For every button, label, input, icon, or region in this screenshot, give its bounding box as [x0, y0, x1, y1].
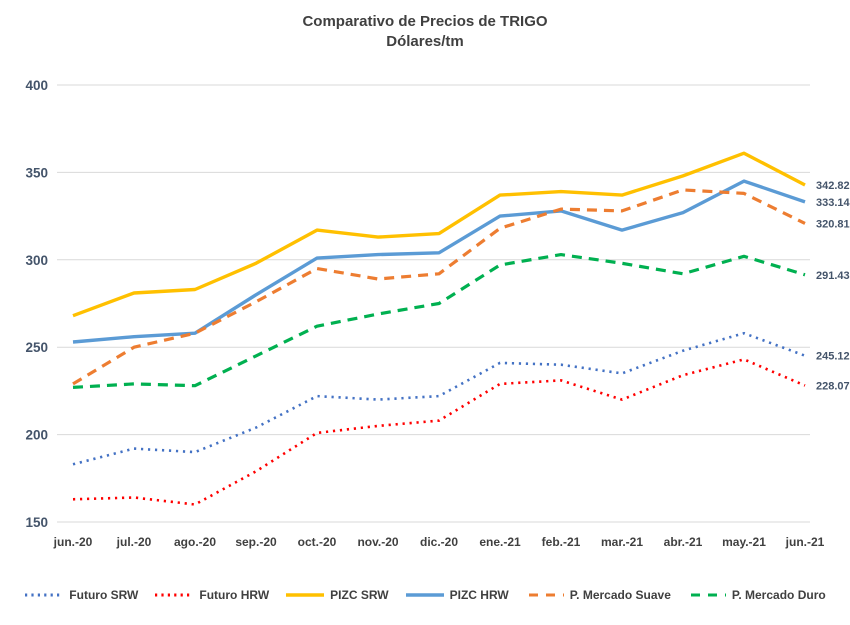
end-value-label: 291.43: [816, 270, 850, 282]
series-line-futuro-hrw: [72, 358, 806, 506]
legend-label: P. Mercado Duro: [731, 588, 826, 602]
y-tick-label: 150: [25, 515, 48, 530]
legend-label: Futuro SRW: [69, 588, 139, 602]
y-tick-label: 200: [25, 428, 48, 443]
dotted-line-sample-icon: [155, 593, 194, 597]
legend-item-futuro-hrw[interactable]: Futuro HRW: [154, 588, 269, 602]
legend-item-p-mercado-suave[interactable]: P. Mercado Suave: [525, 588, 671, 602]
x-tick-label: mar.-21: [601, 535, 643, 549]
end-value-label: 333.14: [816, 197, 850, 209]
series-line-pizc-srw: [72, 151, 806, 318]
end-value-label: 320.81: [816, 218, 850, 230]
legend-label: P. Mercado Suave: [569, 588, 671, 602]
legend-item-p-mercado-duro[interactable]: P. Mercado Duro: [687, 588, 826, 602]
chart-title-line2: Dólares/tm: [386, 33, 464, 50]
x-tick-label: may.-21: [722, 535, 766, 549]
end-value-label: 342.82: [816, 180, 850, 192]
legend-label: PIZC SRW: [330, 588, 389, 602]
dashed-line-sample-icon: [690, 593, 726, 597]
solid-line-sample-icon: [405, 593, 444, 597]
plot-area: 150 200 250 300 350 400 jun.-20 jul.-20 ago.-20 s…: [25, 78, 850, 549]
x-tick-label: jul.-20: [116, 535, 152, 549]
x-tick-label: nov.-20: [357, 535, 398, 549]
series-line-pizc-hrw: [72, 179, 806, 344]
end-value-label: 245.12: [816, 351, 850, 363]
legend-label: Futuro HRW: [199, 588, 270, 602]
y-tick-label: 300: [25, 253, 48, 268]
legend-label: PIZC HRW: [449, 588, 509, 602]
series-line-futuro-srw: [72, 331, 806, 466]
chart-legend: Futuro SRW Futuro HRW PIZC SRW PIZC HRW P. M…: [0, 588, 850, 602]
y-tick-label: 250: [25, 340, 48, 355]
x-tick-label: oct.-20: [298, 535, 337, 549]
series-line-p-mercado-duro: [72, 253, 806, 389]
x-tick-label: jun.-21: [785, 535, 825, 549]
x-tick-label: feb.-21: [542, 535, 581, 549]
x-tick-label: abr.-21: [664, 535, 703, 549]
y-tick-label: 400: [25, 78, 48, 93]
end-value-label: 228.07: [816, 381, 850, 393]
x-tick-label: sep.-20: [235, 535, 277, 549]
legend-item-futuro-srw[interactable]: Futuro SRW: [24, 588, 138, 602]
x-tick-label: jun.-20: [53, 535, 93, 549]
x-tick-label: dic.-20: [420, 535, 458, 549]
solid-line-sample-icon: [286, 593, 325, 597]
chart-title: Comparativo de Precios de TRIGO Dólares/…: [0, 12, 850, 52]
y-tick-label: 350: [25, 165, 48, 180]
x-tick-label: ago.-20: [174, 535, 216, 549]
dashed-line-sample-icon: [528, 593, 564, 597]
x-tick-label: ene.-21: [479, 535, 521, 549]
chart-title-line1: Comparativo de Precios de TRIGO: [302, 13, 548, 30]
legend-item-pizc-srw[interactable]: PIZC SRW: [285, 588, 389, 602]
legend-item-pizc-hrw[interactable]: PIZC HRW: [405, 588, 509, 602]
series-line-p-mercado-suave: [72, 188, 806, 386]
dotted-line-sample-icon: [25, 593, 64, 597]
